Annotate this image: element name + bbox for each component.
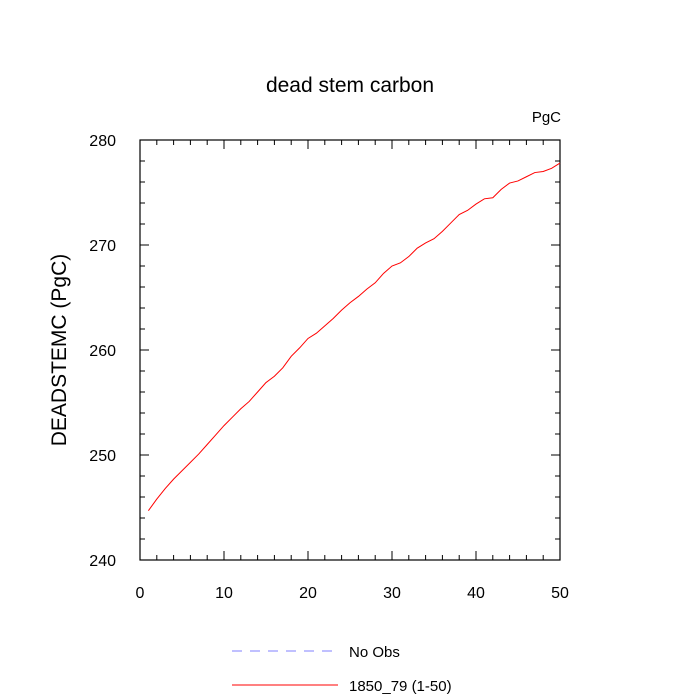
x-tick-label: 10 bbox=[215, 585, 233, 602]
y-tick-label: 280 bbox=[89, 133, 116, 150]
axis-tick-labels: 0 10 20 30 40 50 240 250 260 270 280 bbox=[89, 133, 569, 602]
x-tick-label: 30 bbox=[383, 585, 401, 602]
y-axis-label: DEADSTEMC (PgC) bbox=[48, 254, 71, 447]
y-tick-label: 240 bbox=[89, 553, 116, 570]
legend-label: 1850_79 (1-50) bbox=[349, 678, 452, 695]
y-tick-label: 250 bbox=[89, 448, 116, 465]
series-layer bbox=[147, 162, 561, 511]
x-tick-label: 40 bbox=[467, 585, 485, 602]
axis-ticks bbox=[139, 139, 561, 561]
legend-label: No Obs bbox=[349, 644, 400, 661]
legend: No Obs 1850_79 (1-50) bbox=[232, 644, 452, 695]
series-line bbox=[147, 162, 561, 511]
y-tick-label: 270 bbox=[89, 238, 116, 255]
x-tick-label: 50 bbox=[551, 585, 569, 602]
chart-title: dead stem carbon bbox=[266, 74, 434, 97]
plot-frame bbox=[139, 139, 561, 561]
x-tick-label: 0 bbox=[136, 585, 145, 602]
units-label: PgC bbox=[532, 109, 561, 126]
x-tick-label: 20 bbox=[299, 585, 317, 602]
y-tick-label: 260 bbox=[89, 343, 116, 360]
